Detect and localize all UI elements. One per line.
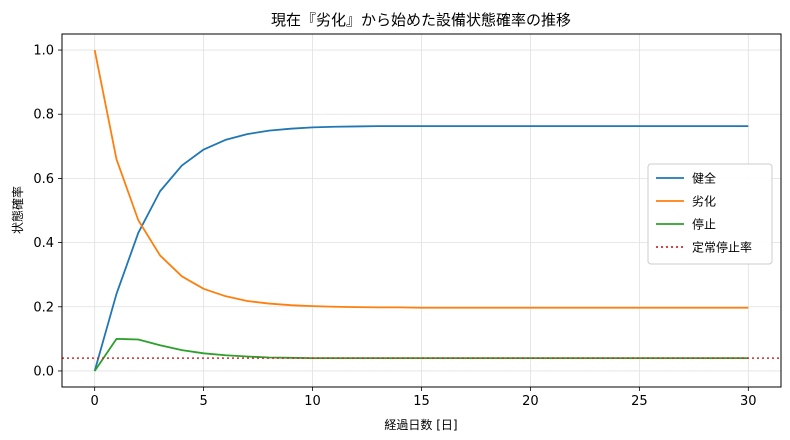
series-line-3	[93, 337, 749, 372]
y-tick-label: 0.4	[33, 236, 54, 251]
y-tick-label: 0.0	[33, 364, 54, 379]
series-line-2	[93, 49, 749, 309]
y-tick-label: 0.2	[33, 300, 54, 315]
x-tick-label: 10	[304, 394, 321, 409]
x-tick-label: 0	[91, 394, 99, 409]
chart-title: 現在『劣化』から始めた設備状態確率の推移	[271, 11, 571, 29]
legend-label: 定常停止率	[692, 240, 752, 255]
x-tick-label: 15	[413, 394, 430, 409]
legend-label: 劣化	[692, 195, 716, 209]
axis-ticks: 0 5 10 15 20 25 30 0.0 0.2 0.4 0.6 0.8 1.0	[33, 44, 756, 409]
y-tick-label: 1.0	[33, 44, 54, 59]
legend-label: 停止	[692, 217, 716, 232]
series-line-1	[93, 125, 749, 372]
x-tick-label: 25	[631, 394, 648, 409]
x-tick-label: 5	[199, 394, 207, 409]
x-tick-label: 30	[740, 394, 757, 409]
y-tick-label: 0.8	[33, 108, 54, 123]
legend-box	[647, 163, 773, 265]
y-axis-label: 状態確率	[10, 186, 25, 234]
y-tick-label: 0.6	[33, 172, 54, 187]
legend-label: 健全	[692, 171, 716, 186]
x-axis-label: 経過日数 [日]	[384, 417, 457, 432]
x-tick-label: 20	[522, 394, 539, 409]
series-lines	[62, 49, 781, 372]
